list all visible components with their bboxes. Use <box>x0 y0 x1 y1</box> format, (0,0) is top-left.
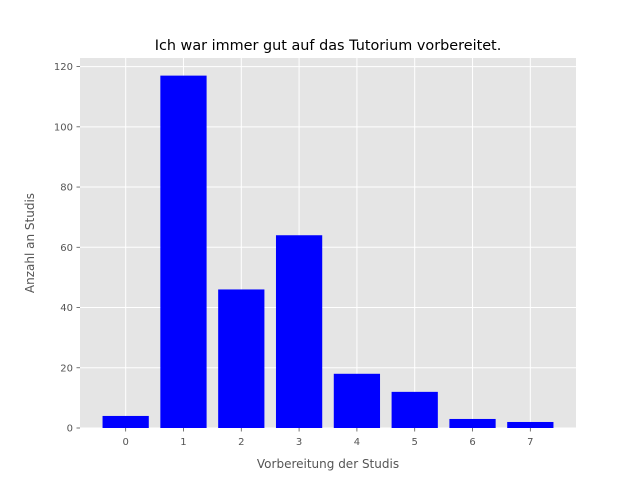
plot-area <box>80 58 576 428</box>
bar-2 <box>218 289 265 428</box>
x-tick-label: 7 <box>527 437 533 448</box>
y-tick-label: 40 <box>60 303 73 314</box>
x-tick-label: 3 <box>296 437 302 448</box>
y-tick-label: 120 <box>54 62 73 73</box>
bar-6 <box>449 418 496 428</box>
y-tick-label: 20 <box>60 363 73 374</box>
y-axis-ticks: 0 20 40 60 80 100 120 <box>54 62 80 435</box>
x-tick-label: 1 <box>180 437 186 448</box>
y-axis-label: Anzahl an Studis <box>23 193 37 293</box>
bar-3 <box>275 235 323 428</box>
y-tick-label: 100 <box>54 122 73 133</box>
y-tick-label: 80 <box>60 183 73 194</box>
bar-0 <box>102 415 149 428</box>
y-tick-label: 60 <box>60 243 73 254</box>
x-tick-label: 0 <box>122 437 128 448</box>
chart-title: Ich war immer gut auf das Tutorium vorbe… <box>155 38 502 54</box>
x-axis-ticks: 0 1 2 3 4 5 6 7 <box>122 428 534 448</box>
x-tick-label: 4 <box>354 437 360 448</box>
x-tick-label: 2 <box>238 437 244 448</box>
x-axis-label: Vorbereitung der Studis <box>257 457 399 471</box>
x-tick-label: 6 <box>469 437 475 448</box>
bar-7 <box>507 421 554 428</box>
bars <box>102 75 554 428</box>
y-tick-label: 0 <box>67 424 73 435</box>
bar-4 <box>333 373 381 428</box>
bar-1 <box>160 75 207 428</box>
bar-5 <box>391 391 438 428</box>
x-tick-label: 5 <box>412 437 418 448</box>
